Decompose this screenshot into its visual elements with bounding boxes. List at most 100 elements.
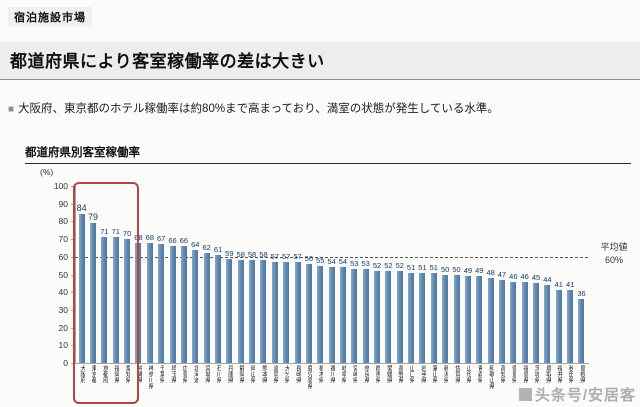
- bar-value-label: 70: [122, 229, 132, 239]
- bar-value-label: 41: [565, 280, 575, 290]
- y-axis-line: [75, 186, 76, 363]
- bar: [385, 270, 392, 363]
- bar: [544, 285, 551, 363]
- y-tick-label: 20: [58, 322, 68, 333]
- bar-value-label: 47: [497, 269, 507, 279]
- x-axis-label: 滋賀県: [271, 365, 278, 383]
- bar-value-label: 58: [236, 250, 245, 260]
- x-axis-label: 鳥取県: [544, 365, 551, 383]
- x-axis-label: 静岡県: [237, 365, 244, 383]
- bar-value-label: 50: [452, 264, 461, 274]
- bar-column: 71: [110, 186, 121, 363]
- x-axis-label: 岡山県: [249, 365, 256, 383]
- bar: [498, 279, 505, 363]
- bar-value-label: 64: [191, 239, 200, 249]
- x-axis-label: 群馬県: [374, 365, 381, 383]
- bar-value-label: 54: [327, 257, 336, 267]
- bar-column: 46: [519, 186, 530, 363]
- bar-value-label: 59: [225, 248, 234, 258]
- watermark: 头条号/安居客: [518, 384, 636, 405]
- bar-value-label: 54: [338, 257, 348, 267]
- x-axis-label: 千葉県: [158, 365, 165, 383]
- bar: [271, 262, 278, 363]
- bar-column: 46: [508, 186, 519, 363]
- bar: [203, 253, 210, 363]
- bar: [510, 281, 517, 363]
- bar-column: 51: [417, 186, 428, 363]
- x-axis-label: 大阪府: [78, 365, 85, 383]
- bar-value-label: 48: [486, 268, 495, 278]
- bar-column: 50: [451, 186, 462, 363]
- x-axis-label: 福井県: [555, 365, 562, 383]
- occupancy-bar-chart: (%) 0 10 20 30 40 50 60 70 80 90 100 平均値 60% 84 79 7…: [0, 162, 640, 407]
- bar: [101, 237, 108, 363]
- bar-column: 59: [224, 186, 235, 363]
- bar-value-label: 49: [475, 266, 484, 276]
- bar-value-label: 41: [554, 280, 563, 290]
- x-axis-label: 栃木県: [317, 365, 324, 383]
- bar-column: 49: [462, 186, 473, 363]
- bar-column: 45: [530, 186, 541, 363]
- x-axis-label: 秋田県: [567, 365, 574, 383]
- bar-column: 53: [360, 186, 371, 363]
- bar: [249, 260, 256, 363]
- x-axis-label: 富山県: [430, 365, 437, 383]
- x-axis-label: 埼玉県: [169, 365, 176, 383]
- x-axis-label: 熊本県: [260, 365, 267, 383]
- page-title: 都道府県により客室稼働率の差は大きい: [0, 42, 640, 80]
- bar-column: 55: [315, 186, 326, 363]
- y-tick-label: 90: [58, 198, 68, 209]
- bar: [578, 299, 585, 363]
- bar-value-label: 71: [100, 227, 109, 237]
- bar: [260, 260, 267, 363]
- bar-value-label: 52: [395, 260, 404, 270]
- bar-column: 52: [371, 186, 382, 363]
- bar: [396, 270, 403, 363]
- bar-column: 52: [394, 186, 405, 363]
- bar-value-label: 71: [111, 227, 120, 237]
- bar-column: 54: [337, 186, 348, 363]
- bar-value-label: 53: [350, 259, 359, 269]
- x-axis-label: 福島県: [521, 365, 528, 383]
- bar: [305, 263, 312, 363]
- bar-value-label: 68: [145, 232, 154, 242]
- bar: [294, 262, 301, 363]
- x-axis-label: 神奈川県: [146, 365, 153, 389]
- section-kicker: 宿泊施設市場: [8, 7, 92, 27]
- bar-value-label: 61: [213, 245, 223, 255]
- bar: [453, 274, 460, 363]
- x-axis-label: 青森県: [476, 365, 483, 383]
- bar-value-label: 67: [157, 234, 166, 244]
- average-label-value: 60%: [604, 254, 623, 265]
- bar-column: 44: [542, 186, 553, 363]
- chart-title: 都道府県別客室稼働率: [25, 144, 631, 164]
- x-axis-label: 奈良県: [362, 365, 369, 383]
- bar-column: 71: [99, 186, 110, 363]
- y-tick-label: 30: [58, 304, 68, 315]
- bar-value-label: 52: [372, 260, 382, 270]
- y-axis-unit-label: (%): [40, 167, 54, 177]
- x-axis-label: 北海道: [192, 365, 199, 383]
- x-axis-label: 大分県: [283, 365, 290, 383]
- bar: [533, 283, 540, 363]
- bar-column: 58: [235, 186, 246, 363]
- y-tick-label: 0: [63, 358, 68, 368]
- x-axis-label: 山形県: [465, 365, 472, 383]
- bar: [237, 260, 244, 363]
- bar-value-label: 57: [281, 252, 291, 262]
- y-tick-label: 80: [58, 216, 68, 227]
- bar-value-label: 58: [259, 250, 268, 260]
- plot-area: 84 79 71 71 70 68 68 67 66 66 64 62 61 59 58 58 58 57 57 57…: [76, 186, 588, 363]
- x-axis-label: 長崎県: [294, 365, 301, 383]
- bar-column: 61: [212, 186, 223, 363]
- x-axis-label: 佐賀県: [453, 365, 460, 383]
- bar-value-label: 62: [202, 243, 211, 253]
- bar: [169, 246, 176, 363]
- bar: [351, 269, 358, 363]
- x-axis-label: 山口県: [408, 365, 415, 383]
- bar-column: 68: [144, 186, 155, 363]
- bar-column: 70: [121, 186, 132, 363]
- bar-column: 51: [405, 186, 416, 363]
- x-axis-label: 高知県: [499, 365, 506, 383]
